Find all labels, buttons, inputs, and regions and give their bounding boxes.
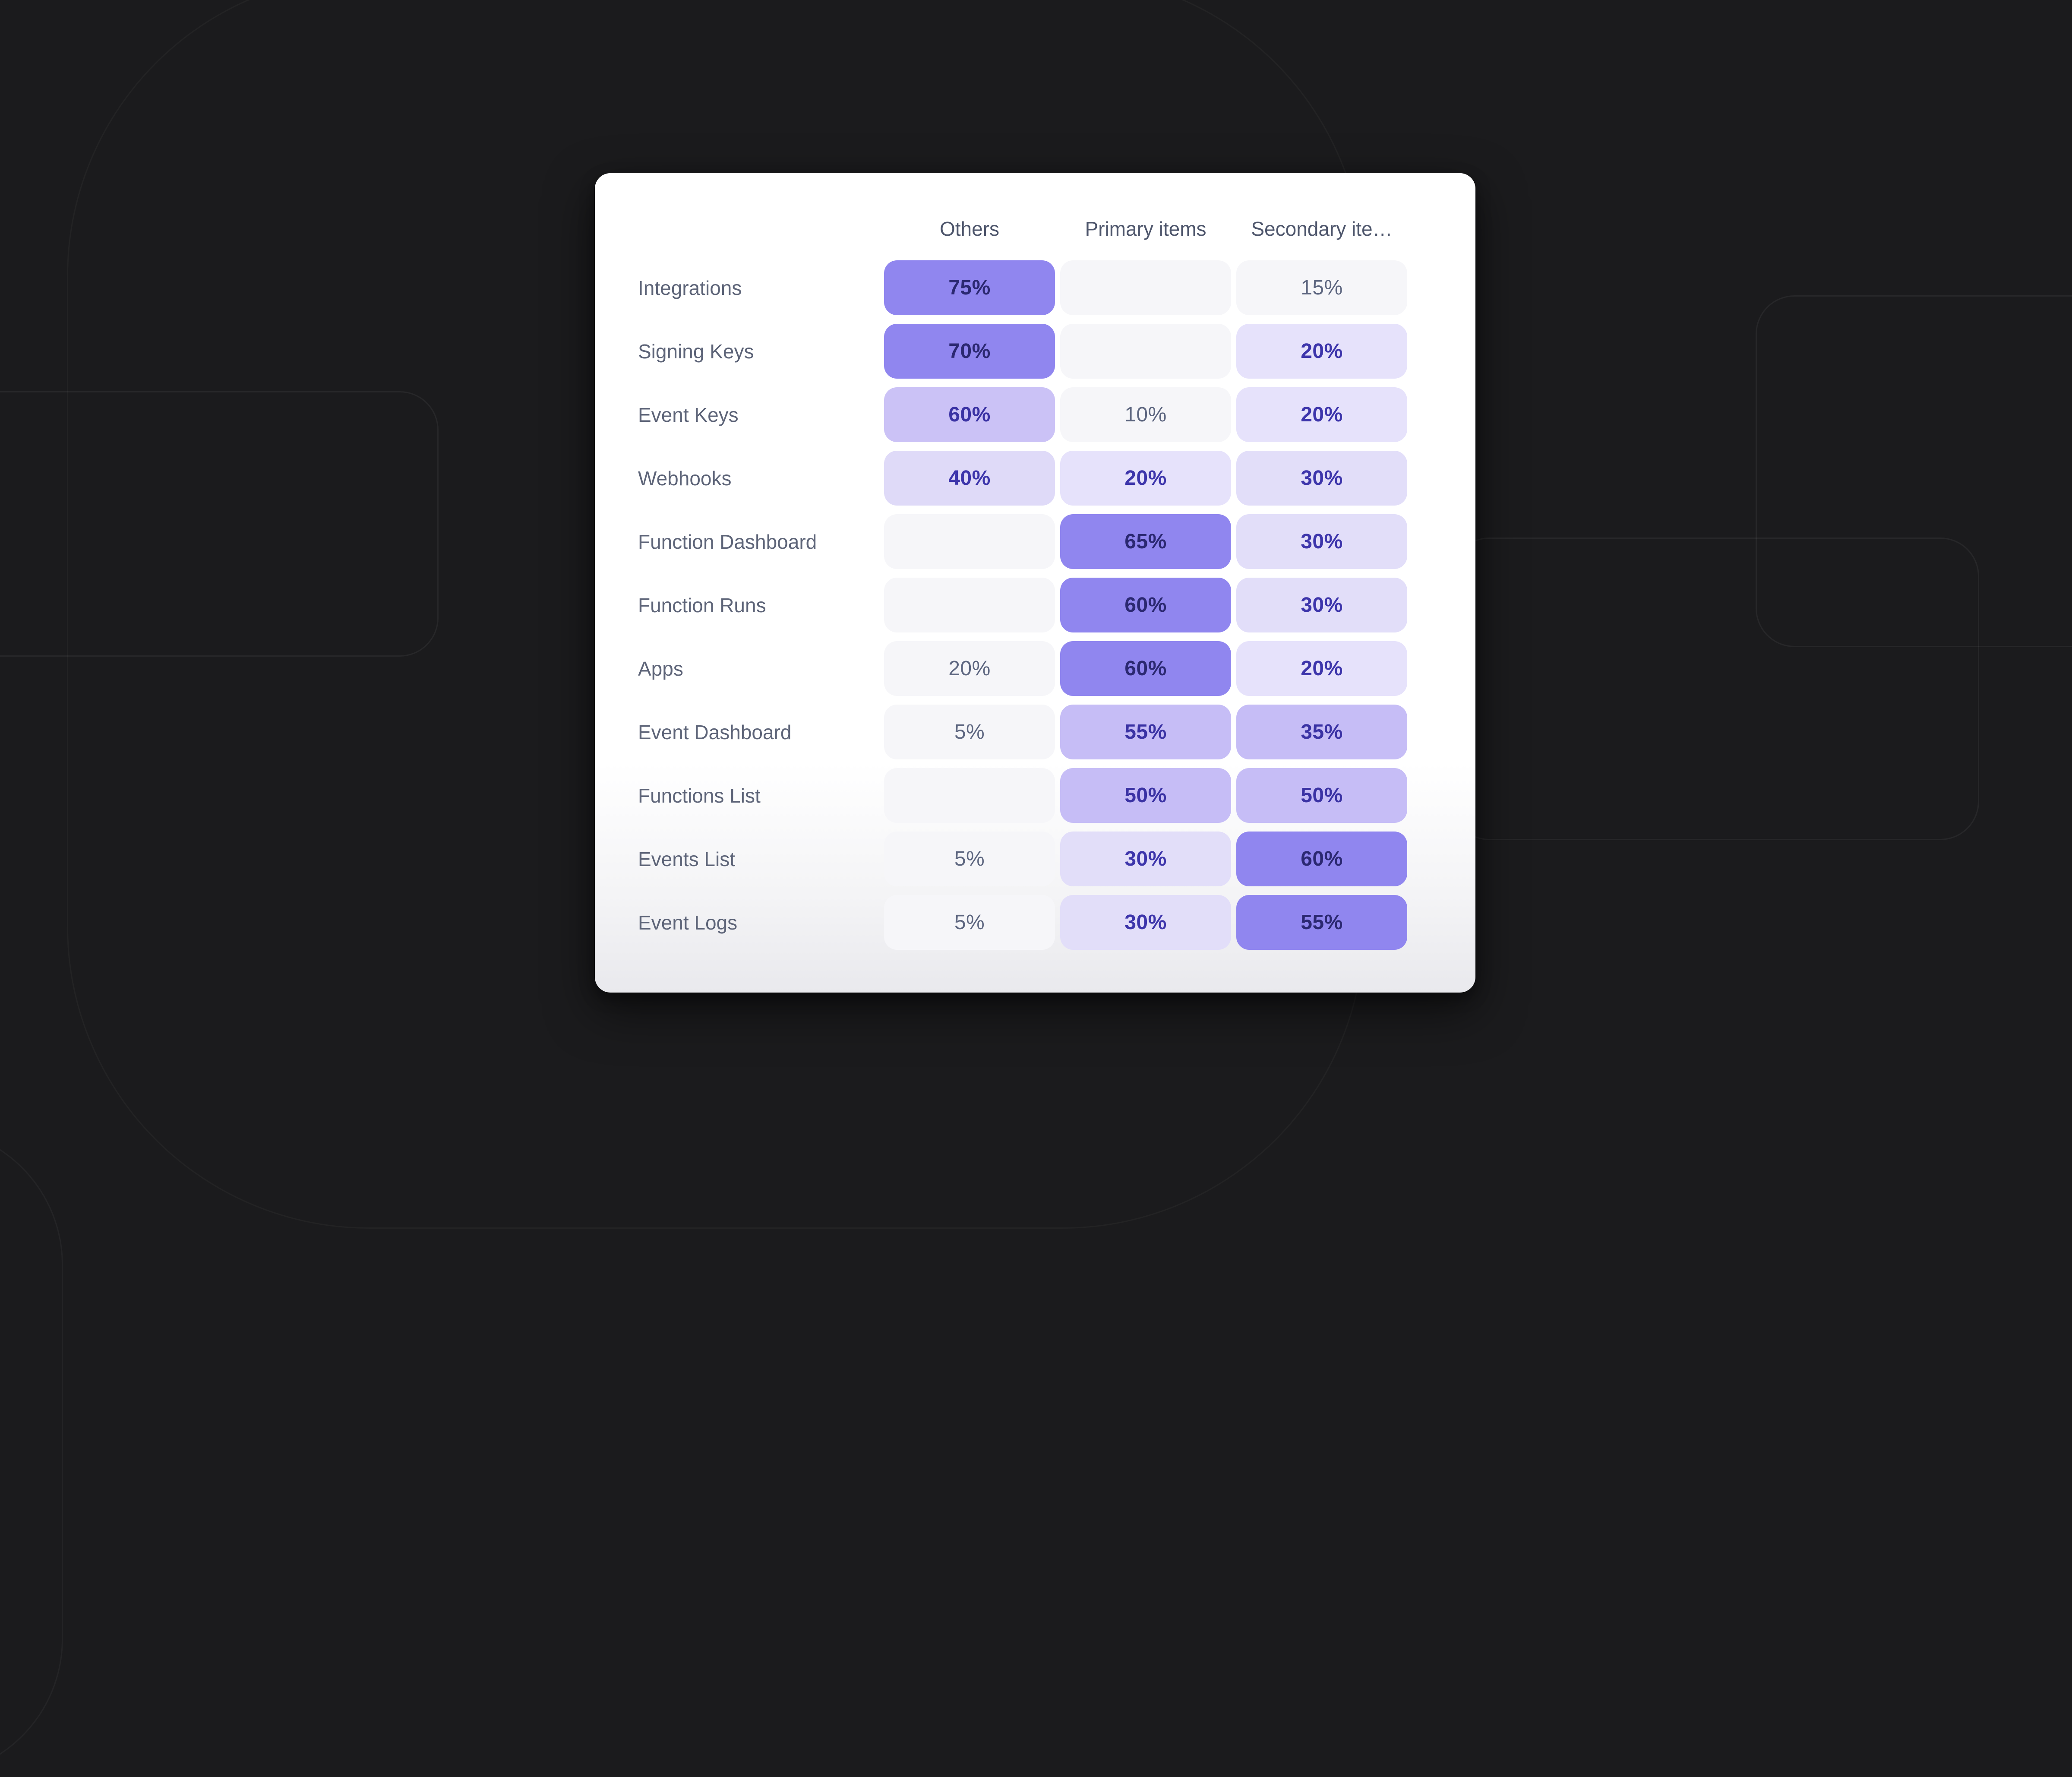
row-label: Function Runs [638, 594, 766, 617]
column-header-primary: Primary items [1085, 218, 1207, 240]
row-label: Functions List [638, 784, 761, 807]
heatmap-card: Others Primary items Secondary ite… Inte… [595, 173, 1475, 993]
heatmap-cell: 60% [1060, 578, 1231, 632]
heatmap-cell [1060, 260, 1231, 315]
heatmap-cell [884, 514, 1055, 569]
heatmap-cell: 60% [884, 387, 1055, 442]
heatmap-cell: 15% [1236, 260, 1407, 315]
heatmap-cell: 30% [1236, 451, 1407, 506]
heatmap-cell: 50% [1236, 768, 1407, 823]
heatmap-cell [1060, 324, 1231, 379]
heatmap-cell: 30% [1060, 832, 1231, 886]
heatmap-cell: 20% [1236, 641, 1407, 696]
row-label: Function Dashboard [638, 530, 817, 553]
heatmap-cell: 5% [884, 895, 1055, 950]
heatmap-cell: 10% [1060, 387, 1231, 442]
heatmap-cell: 55% [1236, 895, 1407, 950]
heatmap-cell [884, 578, 1055, 632]
row-label: Event Keys [638, 403, 739, 426]
row-label: Signing Keys [638, 340, 754, 363]
heatmap-cell: 60% [1236, 832, 1407, 886]
heatmap-header-row: Others Primary items Secondary ite… [638, 199, 1475, 259]
heatmap-cell: 55% [1060, 705, 1231, 759]
heatmap-cell: 5% [884, 705, 1055, 759]
decorative-outline [1756, 295, 2072, 647]
heatmap-cell: 20% [1236, 324, 1407, 379]
column-header-others: Others [939, 218, 1000, 240]
heatmap-rows: Integrations 75% 15% Signing Keys 70% 20% Even… [638, 260, 1475, 950]
heatmap-cell: 30% [1060, 895, 1231, 950]
heatmap-cell: 30% [1236, 514, 1407, 569]
heatmap-cell: 75% [884, 260, 1055, 315]
column-header-secondary: Secondary ite… [1251, 218, 1393, 240]
heatmap-cell: 5% [884, 832, 1055, 886]
decorative-outline [0, 1127, 63, 1777]
row-label: Event Logs [638, 911, 738, 934]
heatmap-cell: 65% [1060, 514, 1231, 569]
heatmap-cell [884, 768, 1055, 823]
row-label: Event Dashboard [638, 721, 792, 743]
row-label: Integrations [638, 276, 742, 299]
heatmap-cell: 70% [884, 324, 1055, 379]
heatmap-cell: 60% [1060, 641, 1231, 696]
decorative-outline [1450, 538, 1979, 840]
heatmap-cell: 20% [1236, 387, 1407, 442]
row-label: Apps [638, 657, 683, 680]
heatmap-cell: 20% [1060, 451, 1231, 506]
row-label: Webhooks [638, 467, 732, 490]
row-label: Events List [638, 847, 735, 870]
decorative-outline [0, 391, 439, 657]
heatmap-cell: 20% [884, 641, 1055, 696]
heatmap-cell: 30% [1236, 578, 1407, 632]
heatmap-cell: 40% [884, 451, 1055, 506]
heatmap-cell: 50% [1060, 768, 1231, 823]
heatmap-cell: 35% [1236, 705, 1407, 759]
